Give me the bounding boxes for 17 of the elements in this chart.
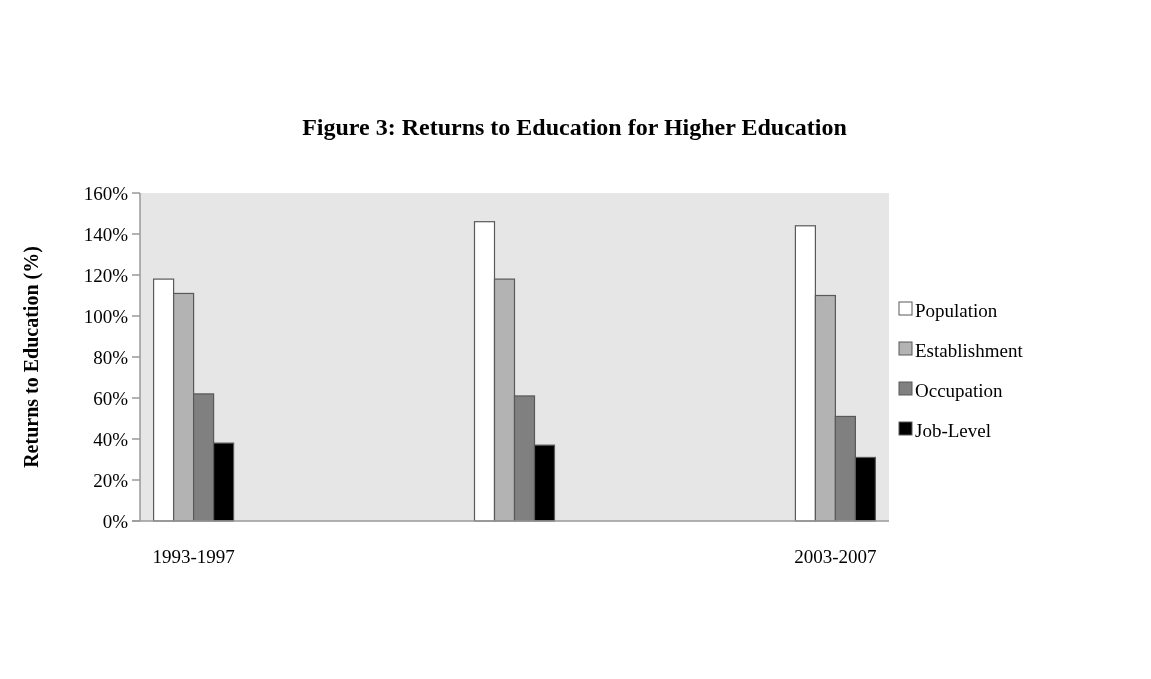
y-tick-label: 120% — [83, 264, 129, 286]
y-tick-label: 100% — [83, 305, 129, 327]
legend-label: Population — [915, 299, 998, 321]
y-axis-title: Returns to Education (%) — [20, 246, 43, 468]
y-tick-label: 160% — [83, 182, 129, 204]
legend-label: Job-Level — [915, 419, 991, 441]
legend-label: Establishment — [915, 339, 1024, 361]
y-tick-label: 140% — [83, 223, 129, 245]
chart-title: Figure 3: Returns to Education for Higher Education — [302, 114, 847, 140]
x-tick-label: 2003-2007 — [794, 546, 877, 567]
y-tick-label: 80% — [93, 346, 129, 368]
x-tick-label: 1993-1997 — [152, 546, 235, 567]
y-tick-label: 20% — [93, 469, 129, 491]
y-tick-label: 40% — [93, 428, 129, 450]
y-tick-label: 0% — [102, 510, 129, 532]
y-tick-label: 60% — [93, 387, 129, 409]
legend-label: Occupation — [915, 379, 1004, 401]
